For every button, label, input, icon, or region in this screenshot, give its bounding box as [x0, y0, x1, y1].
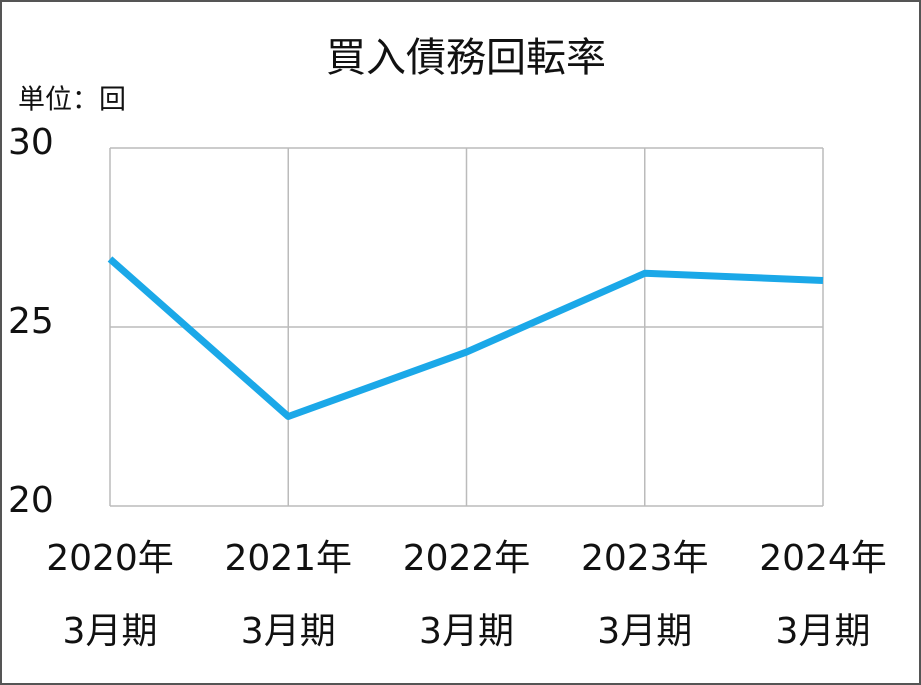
x-tick-label: 3月期	[63, 611, 158, 652]
x-tick-label: 3月期	[597, 611, 692, 652]
x-tick-label: 3月期	[241, 611, 336, 652]
chart-title: 買入債務回転率	[326, 35, 606, 81]
x-tick-label: 2022年	[403, 538, 531, 579]
x-tick-label: 2020年	[46, 538, 174, 579]
x-tick-label: 3月期	[419, 611, 514, 652]
x-tick-label: 2023年	[581, 538, 709, 579]
x-tick-label: 3月期	[776, 611, 871, 652]
y-tick-label: 25	[8, 301, 54, 342]
y-tick-label: 20	[8, 480, 54, 521]
x-tick-label: 2024年	[759, 538, 887, 579]
line	[107, 256, 824, 420]
unit-label: 単位：回	[18, 85, 126, 116]
y-tick-label: 30	[8, 122, 54, 163]
x-tick-label: 2021年	[224, 538, 352, 579]
